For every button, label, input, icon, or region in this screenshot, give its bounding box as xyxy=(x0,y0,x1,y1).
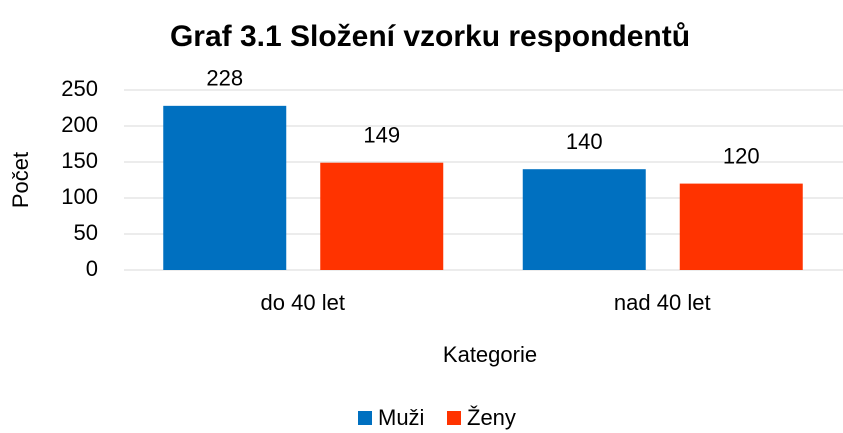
x-tick-label: nad 40 let xyxy=(614,290,711,315)
x-axis-label: Kategorie xyxy=(443,342,537,367)
legend-swatch xyxy=(358,411,372,425)
y-tick-label: 250 xyxy=(61,76,98,101)
bar xyxy=(679,183,803,270)
x-tick-label: do 40 let xyxy=(261,290,345,315)
y-tick-label: 0 xyxy=(86,256,98,281)
data-label: 120 xyxy=(723,143,760,168)
y-axis-label: Počet xyxy=(8,152,33,208)
legend-label: Muži xyxy=(378,405,424,430)
bar xyxy=(163,105,287,270)
legend-label: Ženy xyxy=(467,405,516,430)
y-tick-label: 50 xyxy=(74,220,98,245)
y-tick-label: 200 xyxy=(61,112,98,137)
data-label: 140 xyxy=(566,129,603,154)
y-tick-label: 100 xyxy=(61,184,98,209)
chart-title: Graf 3.1 Složení vzorku respondentů xyxy=(170,20,690,53)
bar xyxy=(522,169,646,270)
legend-swatch xyxy=(447,411,461,425)
data-label: 149 xyxy=(363,123,400,148)
y-tick-label: 150 xyxy=(61,148,98,173)
data-label: 228 xyxy=(206,66,243,91)
bar xyxy=(320,162,444,270)
